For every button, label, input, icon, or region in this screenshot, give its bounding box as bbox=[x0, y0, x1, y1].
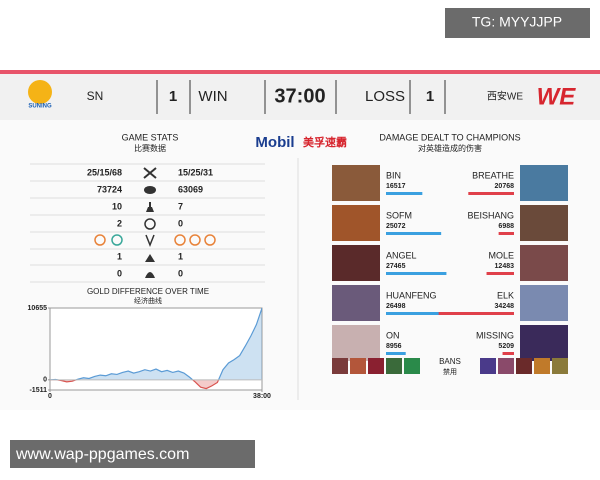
champion-portrait bbox=[332, 245, 380, 281]
sn-logo-text: SUNING bbox=[28, 104, 52, 110]
damage-value: 16517 bbox=[386, 183, 406, 190]
sn-logo bbox=[28, 80, 52, 104]
player-name: SOFM bbox=[386, 210, 412, 220]
header-dividers bbox=[156, 80, 446, 114]
left-gold: 73724 bbox=[97, 184, 122, 194]
champion-portrait bbox=[520, 325, 568, 361]
stat-row-lines bbox=[30, 163, 265, 283]
gold-area-negative bbox=[50, 379, 262, 389]
damage-title: DAMAGE DEALT TO CHAMPIONS bbox=[379, 132, 520, 142]
left-kda: 25/15/68 bbox=[87, 167, 122, 177]
damage-bar bbox=[386, 232, 442, 235]
left-result: WIN bbox=[198, 88, 227, 105]
right-score: 1 bbox=[426, 88, 434, 105]
dragon-icons bbox=[94, 234, 216, 248]
damage-value: 25072 bbox=[386, 223, 406, 230]
damage-bar bbox=[438, 312, 514, 315]
champion-portrait bbox=[520, 205, 568, 241]
sponsor-brand: Mobil bbox=[255, 134, 294, 151]
player-name: ON bbox=[386, 330, 400, 340]
damage-subtitle: 对英雄造成的伤害 bbox=[418, 143, 482, 153]
damage-value: 20768 bbox=[495, 183, 515, 190]
damage-value: 5209 bbox=[498, 343, 514, 350]
champion-portrait bbox=[520, 285, 568, 321]
damage-value: 27465 bbox=[386, 263, 406, 270]
damage-bar bbox=[468, 192, 514, 195]
watermark-box bbox=[10, 440, 255, 468]
champion-portrait bbox=[332, 205, 380, 241]
damage-value: 6988 bbox=[498, 223, 514, 230]
champion-portrait bbox=[332, 285, 380, 321]
player-name: MOLE bbox=[488, 250, 514, 260]
right-kda: 15/25/31 bbox=[178, 167, 213, 177]
damage-value: 12483 bbox=[495, 263, 515, 270]
header-stripe bbox=[0, 70, 600, 74]
champion-portrait bbox=[520, 165, 568, 201]
x-tick-label: 0 bbox=[48, 393, 52, 400]
damage-bar bbox=[498, 232, 514, 235]
player-name: MISSING bbox=[476, 330, 514, 340]
right-gold: 63069 bbox=[178, 184, 203, 194]
y-tick-label: 0 bbox=[43, 377, 47, 384]
right-team: 西安WE bbox=[487, 90, 523, 103]
player-name: BREATHE bbox=[472, 170, 514, 180]
left-barons: 2 bbox=[117, 218, 122, 228]
sponsor-product: 美孚速霸 bbox=[303, 135, 347, 149]
right-barons: 0 bbox=[178, 218, 183, 228]
header bbox=[0, 74, 600, 120]
left-heralds: 0 bbox=[117, 268, 122, 278]
y-tick-label: -1511 bbox=[29, 387, 47, 394]
damage-bar bbox=[386, 272, 447, 275]
bans-sublabel: 禁用 bbox=[443, 368, 457, 376]
gold-area-positive bbox=[50, 308, 262, 380]
watermark-text: TG: MYYJJPP bbox=[472, 14, 562, 30]
player-name: BEISHANG bbox=[467, 210, 514, 220]
damage-bar bbox=[502, 352, 514, 355]
damage-bar bbox=[386, 352, 406, 355]
gold-line bbox=[50, 308, 262, 380]
game-time: 37:00 bbox=[274, 85, 325, 107]
we-logo: WE bbox=[537, 83, 577, 110]
stats-subtitle: 比赛数据 bbox=[134, 143, 166, 153]
player-name: HUANFENG bbox=[386, 290, 437, 300]
x-tick-label: 38:00 bbox=[253, 393, 271, 400]
champion-portrait bbox=[332, 325, 380, 361]
left-inhibitors: 1 bbox=[117, 251, 122, 261]
champion-portrait bbox=[332, 165, 380, 201]
right-inhibitors: 1 bbox=[178, 251, 183, 261]
ban-icons bbox=[332, 358, 568, 374]
damage-value: 34248 bbox=[495, 303, 515, 310]
player-name: ELK bbox=[497, 290, 514, 300]
damage-bar bbox=[386, 312, 445, 315]
left-score: 1 bbox=[169, 88, 177, 105]
champion-portrait bbox=[520, 245, 568, 281]
right-towers: 7 bbox=[178, 201, 183, 211]
bans-label: BANS bbox=[439, 357, 461, 366]
damage-value: 8956 bbox=[386, 343, 402, 350]
gold-chart-subtitle: 经济曲线 bbox=[134, 296, 162, 305]
damage-value: 26498 bbox=[386, 303, 406, 310]
damage-bar bbox=[386, 192, 423, 195]
watermark-text: www.wap-ppgames.com bbox=[15, 446, 189, 463]
player-name: BIN bbox=[386, 170, 401, 180]
plot-frame bbox=[49, 307, 263, 391]
player-name: ANGEL bbox=[386, 250, 417, 260]
watermark-box bbox=[445, 8, 590, 38]
gold-chart-title: GOLD DIFFERENCE OVER TIME bbox=[87, 287, 209, 296]
stat-icons bbox=[143, 167, 157, 278]
damage-bar bbox=[486, 272, 514, 275]
left-towers: 10 bbox=[112, 201, 122, 211]
y-tick-label: 10655 bbox=[28, 305, 48, 312]
stats-title: GAME STATS bbox=[122, 132, 179, 142]
right-heralds: 0 bbox=[178, 268, 183, 278]
left-team: SN bbox=[87, 89, 104, 103]
damage-rows: BIN 16517 SOFM 25072 ANGEL 27465 HUANFENG 26498… bbox=[332, 165, 568, 361]
right-result: LOSS bbox=[365, 88, 405, 105]
